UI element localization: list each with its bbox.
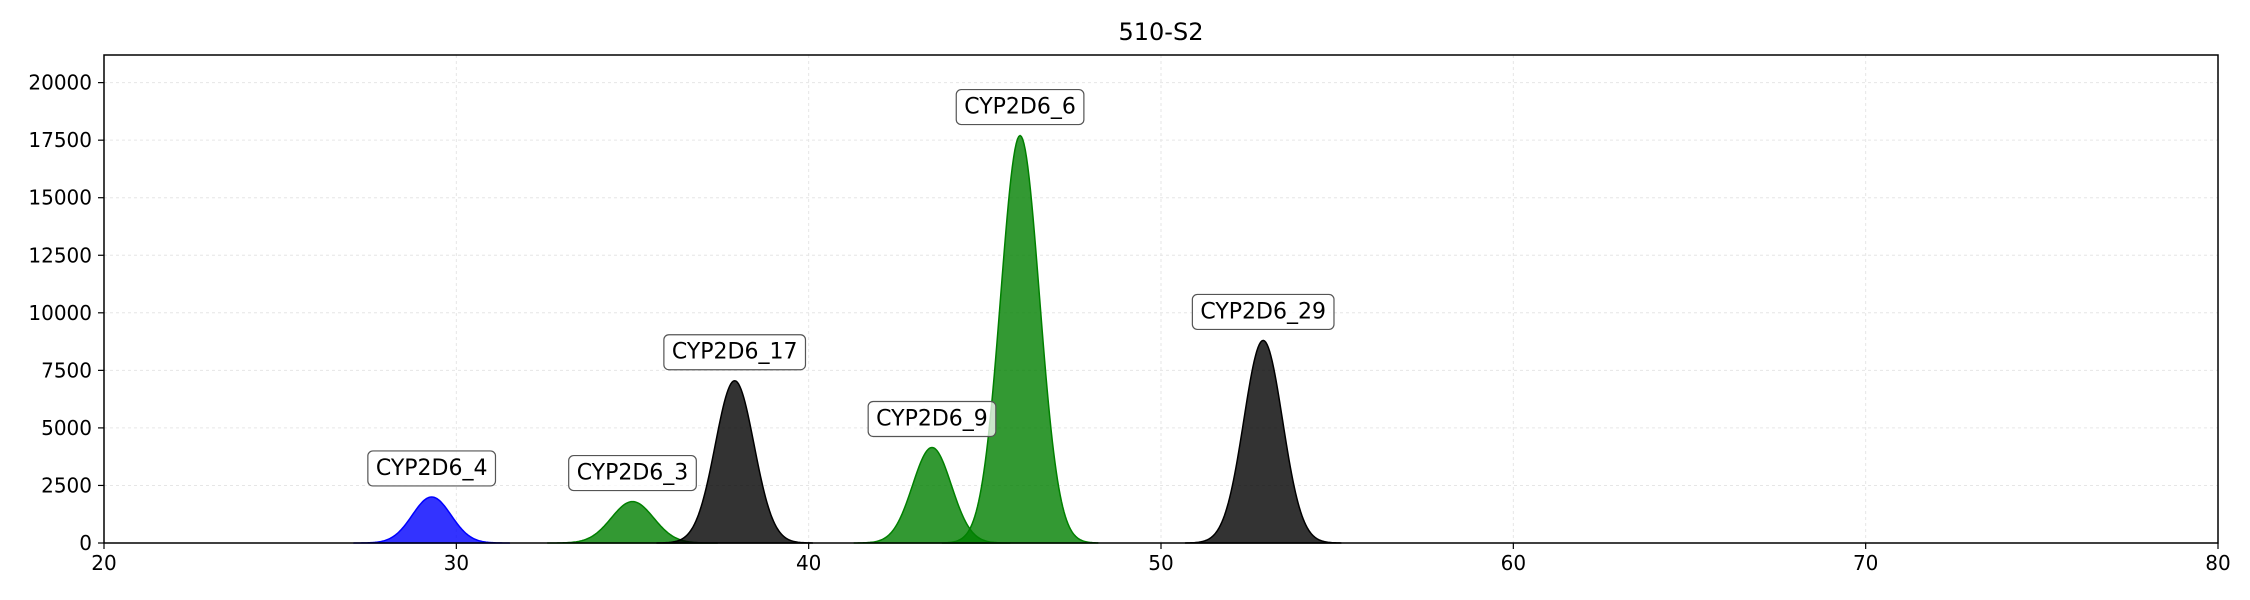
peak-label-text: CYP2D6_3 [577,461,689,486]
y-tick-label: 0 [79,531,92,555]
peak-label-text: CYP2D6_29 [1200,299,1326,324]
y-tick-label: 7500 [41,358,92,382]
y-tick-label: 12500 [28,243,92,267]
x-tick-label: 50 [1148,551,1173,575]
chart-title: 510-S2 [1119,18,1204,46]
peak-label-box [367,450,497,487]
peak-label: CYP2D6_29 [1191,293,1335,331]
peak-labels: CYP2D6_4 CYP2D6_3 CYP2D6_17 CYP2D6_9 CYP2D6_… [367,88,1335,492]
x-tick-label: 60 [1501,551,1526,575]
peak-label: CYP2D6_6 [955,88,1085,126]
peak-cyp2d6-29 [1184,339,1342,544]
peak-cyp2d6-17 [656,379,813,544]
peak-label-box [867,400,997,438]
peak-label-box [1191,293,1335,331]
x-tick-label: 80 [2205,551,2230,575]
x-tick-label: 40 [796,551,821,575]
y-tick-label: 15000 [28,186,92,210]
peak-label: CYP2D6_4 [367,450,497,487]
y-tick-label: 2500 [41,473,92,497]
peak-label-text: CYP2D6_17 [672,340,798,365]
x-tick-label: 70 [1853,551,1878,575]
peak-cyp2d6-6 [941,134,1099,544]
y-tick-label: 17500 [28,128,92,152]
peak-label: CYP2D6_17 [663,334,807,371]
peak-label-text: CYP2D6_9 [876,406,988,431]
peaks [353,134,1342,544]
peak-label-box [663,334,807,371]
peak-cyp2d6-4 [353,496,511,544]
peak-label: CYP2D6_3 [568,454,697,492]
y-tick-label: 20000 [28,71,92,95]
peak-label-text: CYP2D6_4 [376,456,488,481]
peak-label-box [568,454,697,492]
y-tick-label: 5000 [41,416,92,440]
x-tick-label: 20 [91,551,116,575]
y-tick-label: 10000 [28,301,92,325]
peak-label-box [955,88,1085,126]
x-tick-label: 30 [444,551,469,575]
peak-label-text: CYP2D6_6 [964,95,1076,120]
peak-label: CYP2D6_9 [867,400,997,438]
axis-ticks: 20 30 40 50 60 70 80 0 2500 5000 7500 10000 12500 150… [28,71,2230,575]
